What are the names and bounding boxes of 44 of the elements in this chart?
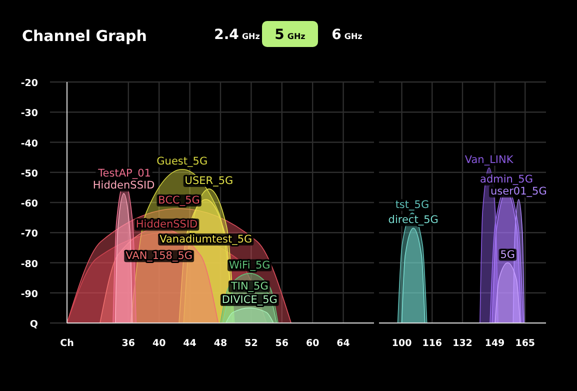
y-tick-label: Q	[30, 319, 38, 330]
y-tick-label: -70	[20, 228, 38, 240]
series-label: USER_5G	[184, 174, 234, 187]
chart-subtitle: 5 GHz	[274, 27, 306, 43]
x-tick-label: 52	[244, 338, 258, 349]
y-tick-label: -90	[20, 288, 38, 300]
series-label: HiddenSSID	[136, 218, 198, 231]
series-label: tst_5G	[395, 199, 430, 212]
series-label: Van_LINK	[464, 154, 514, 166]
series-label: 5G	[500, 248, 516, 261]
series-label: BCC_5G	[158, 194, 200, 207]
y-tick-label: -20	[20, 78, 38, 89]
series-label: direct_5G	[388, 214, 438, 226]
x-tick-label: 60	[306, 338, 320, 349]
y-tick-label: -40	[20, 138, 38, 150]
series-label: WiFi_5G	[228, 259, 270, 272]
x-tick-label: 100	[392, 338, 412, 349]
series-label: VAN_158_5G	[126, 250, 193, 262]
series-label: HiddenSSID	[92, 179, 155, 192]
series-label: DIVICE_5G	[222, 294, 278, 306]
x-tick-label: 64	[336, 338, 350, 349]
series-label: TIN_5G	[230, 280, 268, 292]
x-tick-label: 44	[183, 338, 197, 349]
y-tick-label: -60	[20, 198, 38, 210]
x-tick-label: 132	[452, 338, 472, 349]
y-tick-label: -80	[20, 258, 38, 270]
series-label: TestAP_01	[97, 167, 151, 180]
y-tick-label: -50	[20, 168, 38, 180]
x-tick-label: 149	[484, 338, 505, 349]
series-label: Vanadiumtest_5G	[160, 233, 252, 246]
x-tick-label: 56	[275, 338, 289, 349]
text: 6 GHz	[332, 27, 363, 43]
x-axis-title: Ch	[60, 338, 74, 349]
text: 2.4 GHz	[214, 27, 260, 43]
series-label: user01_5G	[490, 185, 547, 198]
series-label: admin_5G	[480, 173, 534, 186]
x-tick-label: 40	[152, 338, 166, 349]
x-tick-label: 36	[122, 338, 136, 349]
chart-title: Channel Graph	[22, 27, 147, 45]
x-tick-label: 48	[214, 338, 228, 349]
x-tick-label: 116	[422, 338, 442, 349]
y-tick-label: -30	[20, 108, 38, 120]
x-tick-label: 165	[515, 338, 536, 349]
series-label: Guest_5G	[156, 155, 208, 168]
